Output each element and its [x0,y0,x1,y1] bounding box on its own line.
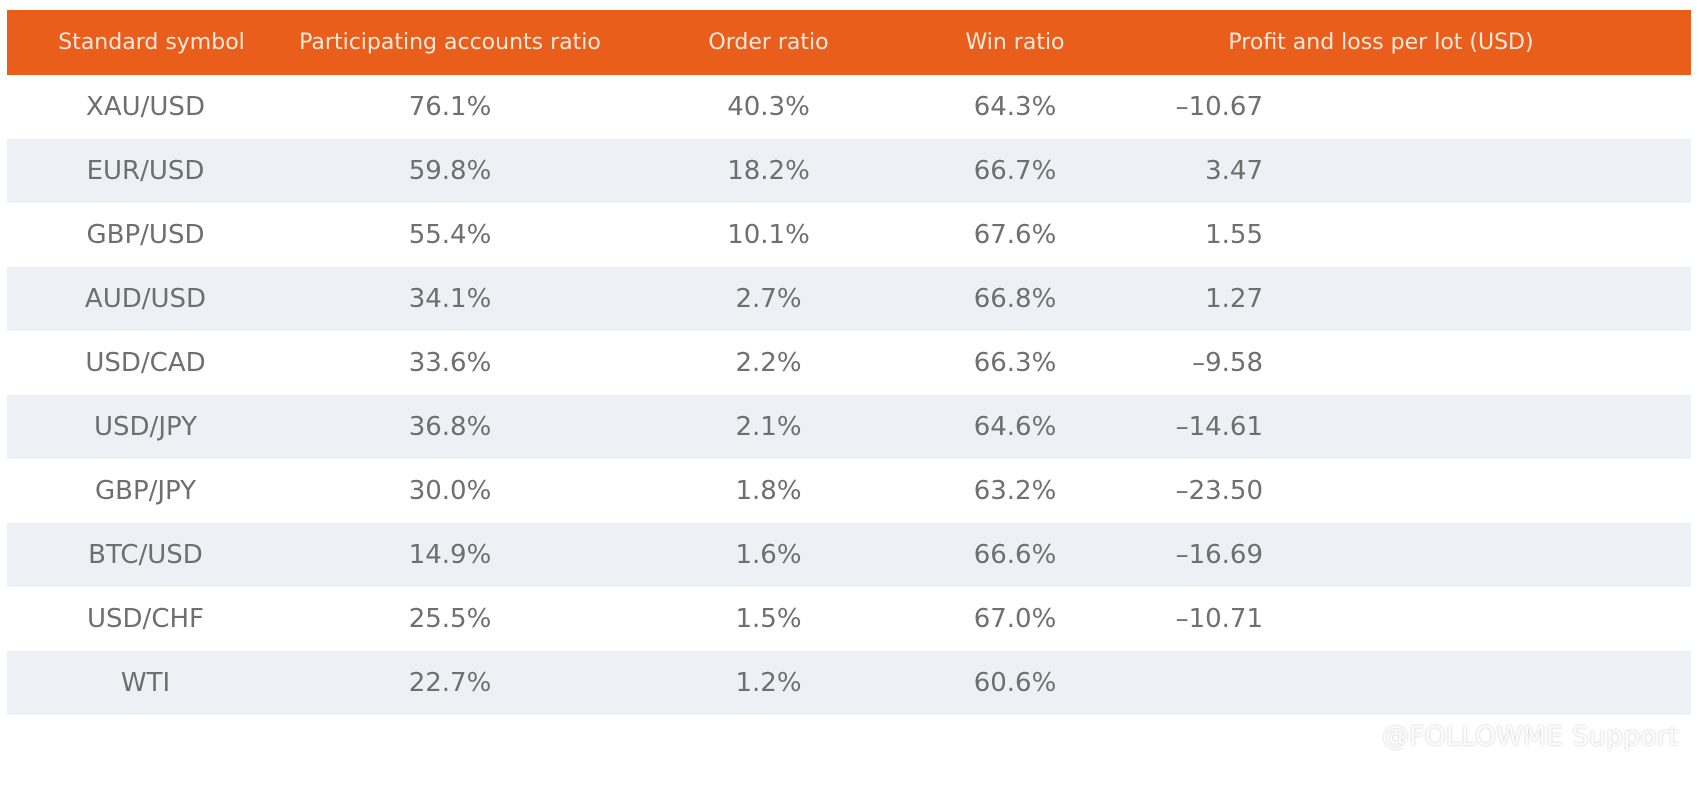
cell-profit-loss: –16.69 [1175,540,1263,570]
table-row: GBP/USD 55.4% 10.1% 67.6% 1.55 [7,203,1691,267]
table-row: AUD/USD 34.1% 2.7% 66.8% 1.27 [7,267,1691,331]
cell-order-ratio: 40.3% [727,92,810,122]
cell-symbol: USD/CHF [87,604,204,634]
table-row: GBP/JPY 30.0% 1.8% 63.2% –23.50 [7,459,1691,523]
cell-win-ratio: 66.6% [973,540,1057,570]
header-win-ratio: Win ratio [965,30,1065,55]
cell-win-ratio: 66.7% [973,156,1057,186]
table-header: Standard symbol Participating accounts r… [7,10,1691,75]
header-participating-accounts-ratio: Participating accounts ratio [299,30,601,55]
cell-win-ratio: 64.3% [973,92,1057,122]
cell-win-ratio: 67.6% [973,220,1057,250]
cell-participating-ratio: 76.1% [408,92,492,122]
cell-participating-ratio: 30.0% [408,476,492,506]
cell-profit-loss: 1.55 [1205,220,1263,250]
cell-symbol: AUD/USD [84,284,207,314]
cell-profit-loss: 1.27 [1205,284,1263,314]
table-body: XAU/USD 76.1% 40.3% 64.3% –10.67 EUR/USD 59.8%… [7,75,1691,715]
cell-participating-ratio: 33.6% [408,348,492,378]
watermark: @FOLLOWME Support [1346,721,1679,752]
cell-symbol: WTI [120,668,171,698]
cell-win-ratio: 60.6% [973,668,1057,698]
cell-win-ratio: 63.2% [973,476,1057,506]
cell-symbol: GBP/JPY [94,476,197,506]
table-row: USD/CAD 33.6% 2.2% 66.3% –9.58 [7,331,1691,395]
header-profit-loss-per-lot: Profit and loss per lot (USD) [1228,30,1534,55]
cell-symbol: USD/CAD [85,348,206,378]
cell-order-ratio: 2.7% [735,284,802,314]
table-row: BTC/USD 14.9% 1.6% 66.6% –16.69 [7,523,1691,587]
cell-order-ratio: 18.2% [727,156,810,186]
cell-win-ratio: 64.6% [973,412,1057,442]
cell-profit-loss: 3.47 [1205,156,1263,186]
cell-participating-ratio: 59.8% [408,156,492,186]
cell-participating-ratio: 25.5% [408,604,492,634]
cell-profit-loss: –10.71 [1175,604,1263,634]
watermark-text: @FOLLOWME Support [1382,721,1679,752]
cell-win-ratio: 66.8% [973,284,1057,314]
cell-symbol: GBP/USD [86,220,205,250]
cell-order-ratio: 1.5% [735,604,802,634]
cell-participating-ratio: 34.1% [408,284,492,314]
table-row: WTI 22.7% 1.2% 60.6% [7,651,1691,715]
stats-table: Standard symbol Participating accounts r… [7,10,1691,715]
cell-symbol: USD/JPY [94,412,197,442]
table-row: USD/JPY 36.8% 2.1% 64.6% –14.61 [7,395,1691,459]
cell-symbol: EUR/USD [86,156,205,186]
cell-order-ratio: 1.6% [735,540,802,570]
weibo-icon [1346,722,1376,752]
cell-profit-loss: –14.61 [1175,412,1263,442]
cell-participating-ratio: 14.9% [408,540,492,570]
cell-profit-loss: –9.58 [1192,348,1263,378]
cell-order-ratio: 2.2% [735,348,802,378]
cell-order-ratio: 1.8% [735,476,802,506]
cell-profit-loss: –23.50 [1175,476,1263,506]
table-row: EUR/USD 59.8% 18.2% 66.7% 3.47 [7,139,1691,203]
cell-order-ratio: 10.1% [727,220,810,250]
cell-symbol: XAU/USD [86,92,205,122]
cell-order-ratio: 1.2% [735,668,802,698]
header-standard-symbol: Standard symbol [58,30,245,55]
cell-participating-ratio: 36.8% [408,412,492,442]
table-row: USD/CHF 25.5% 1.5% 67.0% –10.71 [7,587,1691,651]
cell-profit-loss: –10.67 [1175,92,1263,122]
table-row: XAU/USD 76.1% 40.3% 64.3% –10.67 [7,75,1691,139]
cell-order-ratio: 2.1% [735,412,802,442]
header-order-ratio: Order ratio [708,30,829,55]
cell-participating-ratio: 22.7% [408,668,492,698]
cell-symbol: BTC/USD [88,540,203,570]
cell-win-ratio: 67.0% [973,604,1057,634]
cell-participating-ratio: 55.4% [408,220,492,250]
cell-win-ratio: 66.3% [973,348,1057,378]
